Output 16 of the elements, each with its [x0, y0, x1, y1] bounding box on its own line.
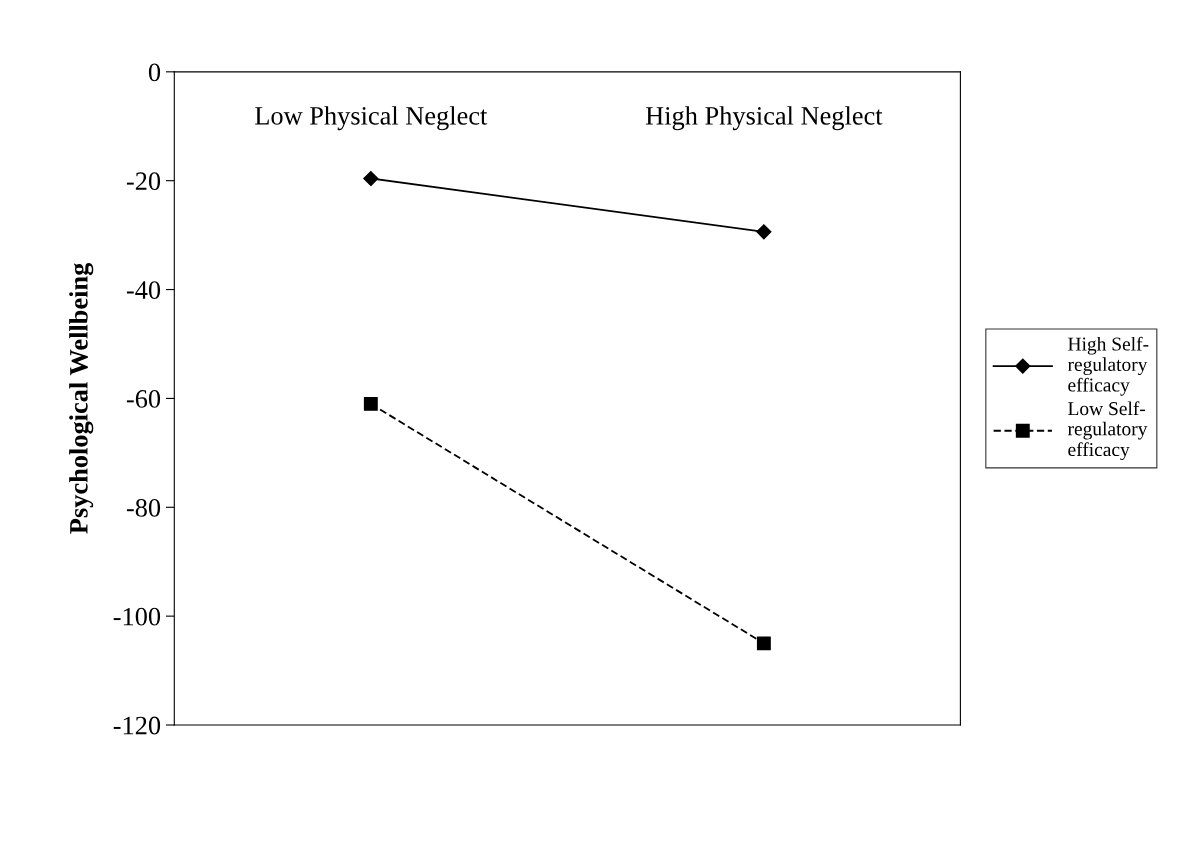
y-tick-label: -100 — [113, 607, 161, 626]
point — [363, 396, 378, 411]
point — [363, 170, 379, 187]
y-tick-label: -60 — [126, 390, 161, 408]
legend-label: Low Self-regulatory efficacy — [1067, 401, 1148, 461]
y-axis-title: Psychological Wellbeing — [69, 262, 94, 534]
x-tick-label: Low Physical Neglect — [255, 106, 488, 131]
point — [756, 636, 771, 651]
legend-label: High Self-regulatory efficacy — [1067, 336, 1149, 396]
y-tick-label: 0 — [148, 63, 161, 82]
x-tick-label: High Physical Neglect — [645, 106, 883, 131]
y-tick-label: -120 — [113, 716, 161, 735]
point — [756, 224, 772, 240]
y-tick-label: -80 — [126, 498, 161, 517]
y-tick-label: -20 — [126, 172, 161, 191]
y-tick-label: -40 — [126, 281, 161, 299]
